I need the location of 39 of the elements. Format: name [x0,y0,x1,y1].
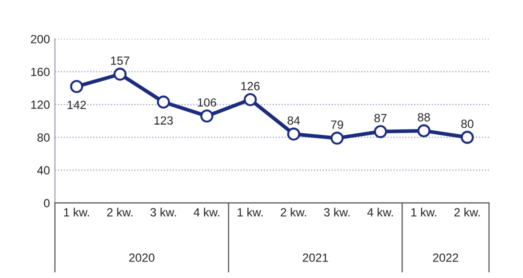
point [156,96,170,109]
y-tick-label: 120 [31,100,50,109]
point [70,80,84,94]
data-label: 79 [331,120,344,129]
y-tick-label: 0 [44,198,50,208]
data-label: 87 [374,114,386,122]
text: 2020 [129,254,154,262]
x-tick-label: 3 kw. [150,208,176,216]
x-tick-label: 2 kw. [107,208,132,216]
x-tick-label: 4 kw. [367,208,393,216]
data-label: 142 [68,100,86,109]
point [374,125,388,138]
point [417,124,430,138]
x-tick-label: 2 kw. [280,208,306,216]
y-tick-label: 40 [37,166,50,175]
point [460,130,474,144]
y-tick-label: 80 [37,133,50,142]
y-tick-label: 160 [31,68,50,76]
point [244,93,257,106]
data-label: 123 [154,116,173,125]
point [330,132,344,145]
text: 2021 [302,254,328,262]
x-tick-label: 1 kw. [64,208,89,216]
data-label: 157 [111,56,130,65]
x-tick-label: 4 kw. [194,208,220,216]
point [200,109,214,123]
data-label: 88 [418,113,430,122]
point [114,68,127,81]
data-label: 84 [288,116,300,125]
x-tick-label: 1 kw. [411,208,436,216]
x-tick-label: 1 kw. [238,208,263,216]
x-tick-label: 2 kw. [454,208,480,216]
point [287,128,300,141]
data-label: 126 [241,82,260,90]
y-tick-label: 200 [30,34,50,44]
x-tick-label: 3 kw. [324,208,350,216]
data-label: 80 [461,120,474,128]
data-label: 106 [198,98,216,107]
text: 2022 [433,254,458,262]
